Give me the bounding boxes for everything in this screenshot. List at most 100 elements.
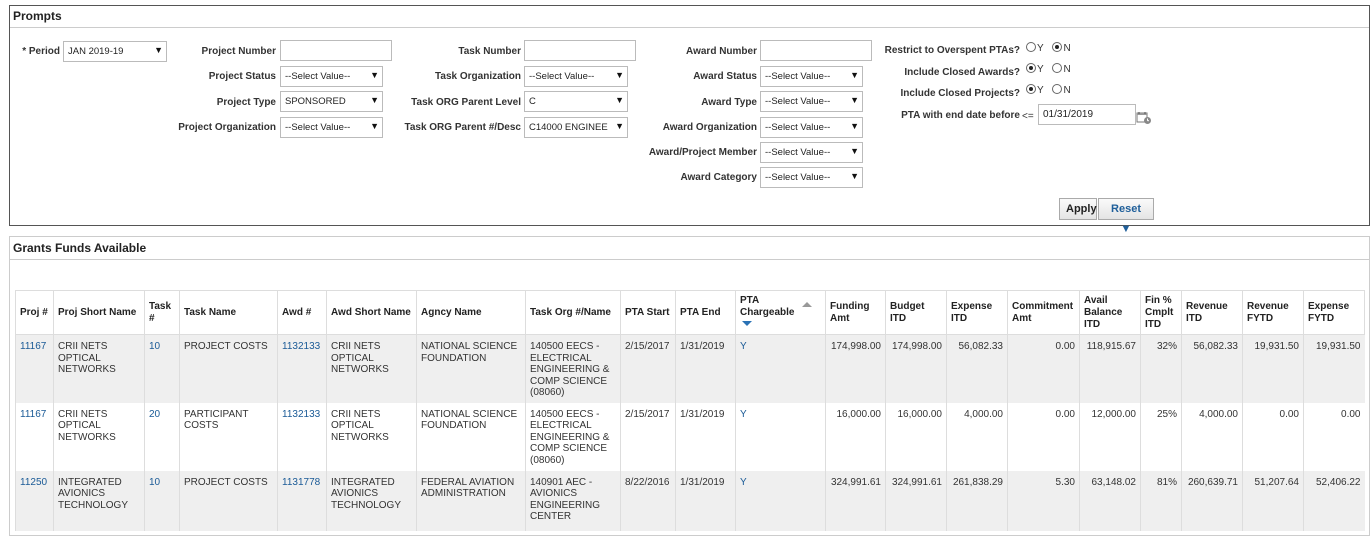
- column-header-expense-itd[interactable]: Expense ITD: [946, 290, 1008, 335]
- column-header-expense-fytd[interactable]: Expense FYTD: [1303, 290, 1365, 335]
- pta-chargeable-link[interactable]: Y: [735, 402, 826, 471]
- column-header-avail-balance-itd[interactable]: Avail Balance ITD: [1079, 290, 1141, 335]
- pta-chargeable-link[interactable]: Y: [735, 470, 826, 531]
- column-header-task-name[interactable]: Task Name: [179, 290, 278, 335]
- expense-fytd-cell: 52,406.22: [1303, 470, 1365, 531]
- column-header-commitment-amt[interactable]: Commitment Amt: [1007, 290, 1080, 335]
- include-closed-awards-y-option[interactable]: Y: [1026, 63, 1044, 75]
- restrict-overspent-n-option[interactable]: N: [1052, 42, 1071, 54]
- column-header-task-org[interactable]: Task Org #/Name: [525, 290, 621, 335]
- award-type-select[interactable]: --Select Value-- ▼: [760, 91, 863, 112]
- commitment-amt-cell: 0.00: [1007, 402, 1080, 471]
- chevron-down-icon: ▼: [850, 146, 859, 156]
- radio-on-icon[interactable]: [1026, 63, 1036, 73]
- column-header-proj-short-name[interactable]: Proj Short Name: [53, 290, 145, 335]
- calendar-icon[interactable]: [1136, 111, 1152, 125]
- avail-balance-itd-cell: 63,148.02: [1079, 470, 1141, 531]
- radio-off-icon[interactable]: [1052, 84, 1063, 94]
- include-closed-projects-y-option[interactable]: Y: [1026, 84, 1044, 96]
- column-header-revenue-fytd[interactable]: Revenue FYTD: [1242, 290, 1304, 335]
- column-header-task-num[interactable]: Task #: [144, 290, 180, 335]
- column-header-revenue-itd[interactable]: Revenue ITD: [1181, 290, 1243, 335]
- proj-num-link[interactable]: 11167: [15, 334, 54, 403]
- revenue-itd-cell: 4,000.00: [1181, 402, 1243, 471]
- pta-start-cell: 8/22/2016: [620, 470, 676, 531]
- column-header-fin-pct-cmplt-itd[interactable]: Fin % Cmplt ITD: [1140, 290, 1182, 335]
- include-closed-awards-n-option[interactable]: N: [1052, 63, 1071, 75]
- restrict-overspent-y-option[interactable]: Y: [1026, 42, 1044, 54]
- project-status-select[interactable]: --Select Value-- ▼: [280, 66, 383, 87]
- grants-title: Grants Funds Available: [13, 241, 147, 255]
- project-organization-select[interactable]: --Select Value-- ▼: [280, 117, 383, 138]
- task-organization-select[interactable]: --Select Value-- ▼: [524, 66, 628, 87]
- awd-num-link[interactable]: 1132133: [277, 402, 327, 471]
- column-header-awd-num[interactable]: Awd #: [277, 290, 327, 335]
- project-status-select-value: --Select Value--: [285, 71, 351, 82]
- awd-num-link[interactable]: 1132133: [277, 334, 327, 403]
- sort-ascending-icon[interactable]: [802, 302, 812, 308]
- pta-chargeable-link[interactable]: Y: [735, 334, 826, 403]
- radio-off-icon[interactable]: [1052, 63, 1063, 73]
- period-select[interactable]: JAN 2019-19 ▼: [63, 41, 167, 62]
- reset-button[interactable]: Reset ▼: [1098, 198, 1154, 235]
- pta-end-cell: 1/31/2019: [675, 470, 736, 531]
- task-org-parent-desc-select[interactable]: C14000 ENGINEE ▼: [524, 117, 628, 138]
- award-status-select[interactable]: --Select Value-- ▼: [760, 66, 863, 87]
- award-status-label: Award Status: [693, 71, 757, 82]
- chevron-down-icon: ▼: [615, 70, 624, 80]
- table-header-row: Proj # Proj Short Name Task # Task Name …: [15, 290, 1365, 335]
- radio-off-icon[interactable]: [1026, 42, 1036, 52]
- chevron-down-icon: ▼: [370, 95, 379, 105]
- revenue-itd-cell: 260,639.71: [1181, 470, 1243, 531]
- award-number-input[interactable]: [760, 40, 872, 61]
- column-header-pta-chargeable[interactable]: PTA Chargeable: [735, 290, 826, 335]
- task-organization-label: Task Organization: [435, 71, 521, 82]
- budget-itd-cell: 16,000.00: [885, 402, 947, 471]
- task-num-link[interactable]: 10: [144, 470, 180, 531]
- period-select-value: JAN 2019-19: [68, 46, 124, 57]
- radio-on-icon[interactable]: [1052, 42, 1063, 52]
- include-closed-projects-n-option[interactable]: N: [1052, 84, 1071, 96]
- pta-end-date-input[interactable]: [1038, 104, 1136, 125]
- column-header-funding-amt[interactable]: Funding Amt: [825, 290, 886, 335]
- proj-num-link[interactable]: 11250: [15, 470, 54, 531]
- task-org-parent-desc-label: Task ORG Parent #/Desc: [404, 122, 521, 133]
- column-header-agncy-name[interactable]: Agncy Name: [416, 290, 526, 335]
- revenue-fytd-cell: 19,931.50: [1242, 334, 1304, 403]
- chevron-down-icon: ▼: [850, 95, 859, 105]
- task-num-link[interactable]: 20: [144, 402, 180, 471]
- task-org-cell: 140500 EECS - ELECTRICAL ENGINEERING & C…: [525, 402, 621, 471]
- apply-button[interactable]: Apply: [1059, 198, 1097, 220]
- column-header-awd-short-name[interactable]: Awd Short Name: [326, 290, 417, 335]
- sort-descending-icon[interactable]: [742, 320, 752, 326]
- task-org-parent-level-select[interactable]: C ▼: [524, 91, 628, 112]
- commitment-amt-cell: 5.30: [1007, 470, 1080, 531]
- agncy-name-cell: NATIONAL SCIENCE FOUNDATION: [416, 402, 526, 471]
- column-header-proj-num[interactable]: Proj #: [15, 290, 54, 335]
- column-header-budget-itd[interactable]: Budget ITD: [885, 290, 947, 335]
- award-category-select[interactable]: --Select Value-- ▼: [760, 167, 863, 188]
- column-header-pta-end[interactable]: PTA End: [675, 290, 736, 335]
- project-type-select[interactable]: SPONSORED ▼: [280, 91, 383, 112]
- task-number-input[interactable]: [524, 40, 636, 61]
- prompts-title: Prompts: [13, 9, 62, 23]
- task-num-link[interactable]: 10: [144, 334, 180, 403]
- radio-on-icon[interactable]: [1026, 84, 1036, 94]
- expense-fytd-cell: 19,931.50: [1303, 334, 1365, 403]
- task-name-cell: PARTICIPANT COSTS: [179, 402, 278, 471]
- commitment-amt-cell: 0.00: [1007, 334, 1080, 403]
- restrict-overspent-label: Restrict to Overspent PTAs?: [884, 45, 1020, 56]
- awd-num-link[interactable]: 1131778: [277, 470, 327, 531]
- pta-start-cell: 2/15/2017: [620, 334, 676, 403]
- chevron-down-icon: ▼: [615, 121, 624, 131]
- project-number-input[interactable]: [280, 40, 392, 61]
- column-header-pta-start[interactable]: PTA Start: [620, 290, 676, 335]
- award-organization-select[interactable]: --Select Value-- ▼: [760, 117, 863, 138]
- funding-amt-cell: 16,000.00: [825, 402, 886, 471]
- budget-itd-cell: 174,998.00: [885, 334, 947, 403]
- award-organization-label: Award Organization: [662, 122, 757, 133]
- project-type-select-value: SPONSORED: [285, 96, 346, 107]
- proj-num-link[interactable]: 11167: [15, 402, 54, 471]
- award-project-member-select[interactable]: --Select Value-- ▼: [760, 142, 863, 163]
- grants-table: Proj # Proj Short Name Task # Task Name …: [15, 290, 1365, 531]
